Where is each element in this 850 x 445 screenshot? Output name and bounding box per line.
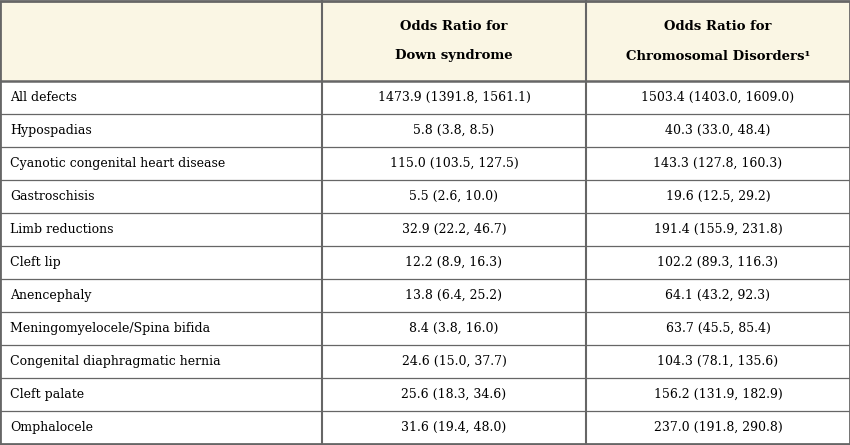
Text: Meningomyelocele/Spina bifida: Meningomyelocele/Spina bifida: [10, 322, 210, 335]
Bar: [0, 312, 850, 345]
Bar: [0, 378, 850, 411]
Bar: [0, 114, 850, 147]
Text: 8.4 (3.8, 16.0): 8.4 (3.8, 16.0): [410, 322, 499, 335]
Text: 19.6 (12.5, 29.2): 19.6 (12.5, 29.2): [666, 190, 770, 203]
Text: Omphalocele: Omphalocele: [10, 421, 93, 434]
Bar: [0, 147, 850, 180]
Text: Hypospadias: Hypospadias: [10, 124, 92, 137]
Text: Odds Ratio for

Chromosomal Disorders¹: Odds Ratio for Chromosomal Disorders¹: [626, 20, 810, 62]
Text: 5.8 (3.8, 8.5): 5.8 (3.8, 8.5): [413, 124, 495, 137]
Text: Cyanotic congenital heart disease: Cyanotic congenital heart disease: [10, 157, 225, 170]
Text: 63.7 (45.5, 85.4): 63.7 (45.5, 85.4): [666, 322, 770, 335]
Text: 25.6 (18.3, 34.6): 25.6 (18.3, 34.6): [401, 388, 507, 401]
Text: 237.0 (191.8, 290.8): 237.0 (191.8, 290.8): [654, 421, 782, 434]
Text: Congenital diaphragmatic hernia: Congenital diaphragmatic hernia: [10, 355, 221, 368]
Text: 24.6 (15.0, 37.7): 24.6 (15.0, 37.7): [401, 355, 507, 368]
Text: 31.6 (19.4, 48.0): 31.6 (19.4, 48.0): [401, 421, 507, 434]
Text: 5.5 (2.6, 10.0): 5.5 (2.6, 10.0): [410, 190, 498, 203]
Text: 115.0 (103.5, 127.5): 115.0 (103.5, 127.5): [389, 157, 518, 170]
Text: Anencephaly: Anencephaly: [10, 289, 92, 302]
Text: Limb reductions: Limb reductions: [10, 223, 114, 236]
Bar: [0, 411, 850, 444]
Bar: [0, 345, 850, 378]
Text: Odds Ratio for

Down syndrome: Odds Ratio for Down syndrome: [395, 20, 513, 62]
Text: Cleft palate: Cleft palate: [10, 388, 84, 401]
Text: Cleft lip: Cleft lip: [10, 256, 60, 269]
Text: 1473.9 (1391.8, 1561.1): 1473.9 (1391.8, 1561.1): [377, 91, 530, 104]
Text: 1503.4 (1403.0, 1609.0): 1503.4 (1403.0, 1609.0): [642, 91, 795, 104]
Text: 156.2 (131.9, 182.9): 156.2 (131.9, 182.9): [654, 388, 782, 401]
Text: 104.3 (78.1, 135.6): 104.3 (78.1, 135.6): [657, 355, 779, 368]
Text: 64.1 (43.2, 92.3): 64.1 (43.2, 92.3): [666, 289, 770, 302]
Text: 143.3 (127.8, 160.3): 143.3 (127.8, 160.3): [654, 157, 783, 170]
Bar: [0, 1, 850, 81]
Text: 191.4 (155.9, 231.8): 191.4 (155.9, 231.8): [654, 223, 782, 236]
Bar: [0, 279, 850, 312]
Bar: [0, 246, 850, 279]
Text: 32.9 (22.2, 46.7): 32.9 (22.2, 46.7): [402, 223, 507, 236]
Text: Gastroschisis: Gastroschisis: [10, 190, 94, 203]
Text: 102.2 (89.3, 116.3): 102.2 (89.3, 116.3): [658, 256, 779, 269]
Text: All defects: All defects: [10, 91, 76, 104]
Text: 12.2 (8.9, 16.3): 12.2 (8.9, 16.3): [405, 256, 502, 269]
Bar: [0, 213, 850, 246]
Bar: [0, 81, 850, 114]
Text: 40.3 (33.0, 48.4): 40.3 (33.0, 48.4): [666, 124, 771, 137]
Bar: [0, 180, 850, 213]
Text: 13.8 (6.4, 25.2): 13.8 (6.4, 25.2): [405, 289, 502, 302]
